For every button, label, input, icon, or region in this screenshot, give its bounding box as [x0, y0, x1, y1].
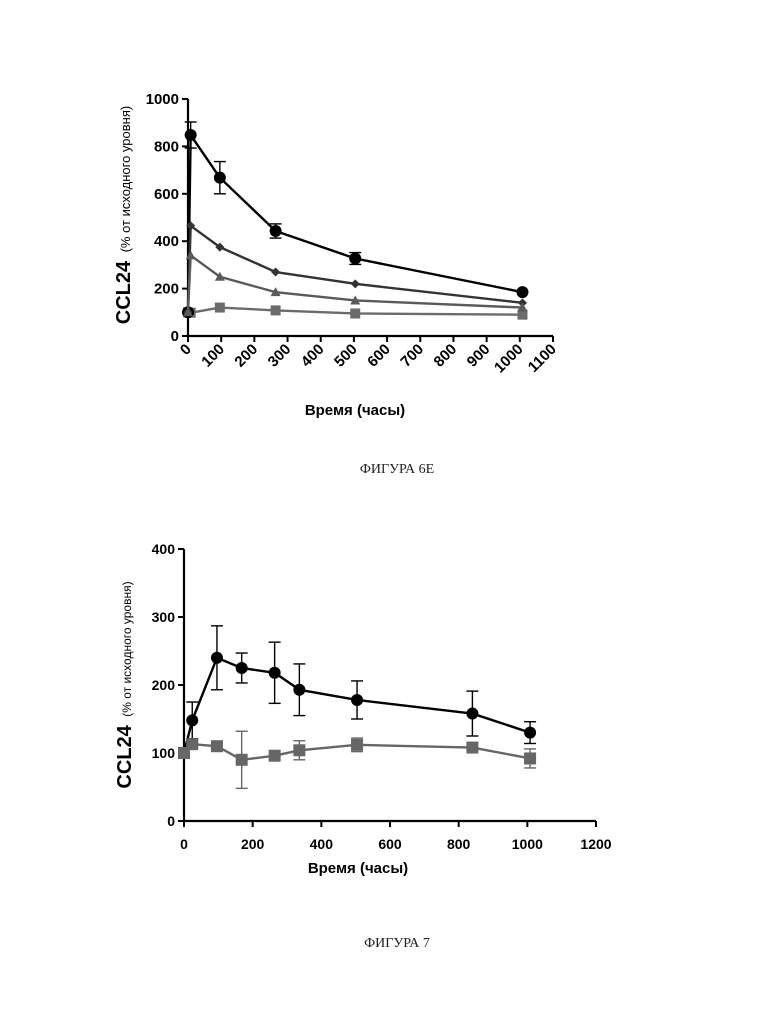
chart2: CCL24 (% от исходного уровня) Время (час… [114, 541, 612, 951]
chart2-xtick-label: 600 [378, 836, 402, 852]
chart1-ytick-label: 600 [154, 186, 179, 203]
chart1-xtick-label: 1100 [525, 341, 560, 376]
chart2-series-2-point [269, 750, 281, 762]
chart2-series-2-point [236, 754, 248, 766]
chart2-series-2 [178, 731, 536, 788]
chart1-xtick-label: 1000 [491, 341, 527, 377]
chart1-series-1-point [215, 303, 225, 313]
chart2-series-2-point [351, 739, 363, 751]
chart1-series-2-point [214, 172, 226, 184]
chart1-ytick-label: 1000 [146, 91, 179, 108]
chart1-series-1-point [271, 305, 281, 315]
chart1-ytick-label: 200 [154, 281, 179, 298]
chart2-series-1-point [351, 694, 363, 706]
chart1-xtick-label: 900 [464, 341, 494, 371]
chart1-ylabel: CCL24 (% от исходного уровня) [113, 106, 135, 324]
chart2-xtick-label: 800 [447, 836, 471, 852]
chart1-xtick-label: 500 [331, 341, 361, 371]
chart2-series-2-point [524, 752, 536, 764]
chart1-series-2 [182, 122, 528, 318]
chart1-xtick-label: 400 [298, 341, 328, 371]
chart1-series-2-point [185, 129, 197, 141]
chart2-ytick-label: 400 [152, 541, 176, 557]
chart1-ylabel-main: CCL24 [113, 260, 135, 324]
chart2-series-2-point [466, 742, 478, 754]
chart2-series-2-point [186, 738, 198, 750]
chart2-ylabel: CCL24 (% от исходного уровня) [114, 581, 136, 788]
chart2-series-1-point [186, 714, 198, 726]
chart1-ytick-label: 0 [171, 328, 179, 345]
chart1: CCL24 (% от исходного уровня) Время (час… [113, 91, 560, 477]
chart2-series-2-point [293, 744, 305, 756]
chart2-ytick-label: 100 [152, 745, 176, 761]
chart2-xtick-label: 200 [241, 836, 265, 852]
chart2-xtick-label: 1000 [512, 836, 543, 852]
chart1-xtick-label: 600 [364, 341, 394, 371]
chart2-xtick-label: 400 [310, 836, 334, 852]
chart2-ylabel-main: CCL24 [114, 724, 136, 788]
chart2-series-1-point [236, 662, 248, 674]
chart2-xtick-label: 0 [180, 836, 188, 852]
chart2-series-1-point [466, 708, 478, 720]
chart1-xlabel: Время (часы) [305, 402, 405, 419]
chart1-ytick-label: 800 [154, 138, 179, 155]
chart1-series-2-point [349, 253, 361, 265]
chart1-series-2-point [270, 225, 282, 237]
chart1-xtick-label: 800 [431, 341, 461, 371]
chart2-caption: ФИГУРА 7 [364, 936, 430, 951]
chart1-series-1-point [350, 308, 360, 318]
chart1-series-3-point [271, 268, 280, 277]
chart2-ylabel-sub: (% от исходного уровня) [120, 581, 134, 716]
chart1-ylabel-sub: (% от исходного уровня) [118, 106, 133, 253]
chart2-series-1-point [269, 667, 281, 679]
chart2-ytick-label: 0 [167, 813, 175, 829]
chart1-xtick-label: 700 [397, 341, 427, 371]
chart2-series-1-point [211, 652, 223, 664]
chart2-ytick-label: 200 [152, 677, 176, 693]
chart1-xtick-label: 100 [198, 341, 228, 371]
chart1-xtick-label: 0 [177, 341, 195, 359]
chart1-xtick-label: 300 [265, 341, 295, 371]
chart1-series-3-point [351, 279, 360, 288]
chart2-ytick-label: 300 [152, 609, 176, 625]
chart2-series-1-point [293, 684, 305, 696]
chart1-xtick-label: 200 [231, 341, 261, 371]
chart1-series-2-point [516, 286, 528, 298]
chart1-caption: ФИГУРА 6E [360, 462, 434, 477]
chart2-series-2-point [211, 740, 223, 752]
chart2-xtick-label: 1200 [580, 836, 611, 852]
chart2-series-1-point [524, 727, 536, 739]
chart2-xlabel: Время (часы) [308, 860, 408, 877]
chart1-ytick-label: 400 [154, 233, 179, 250]
